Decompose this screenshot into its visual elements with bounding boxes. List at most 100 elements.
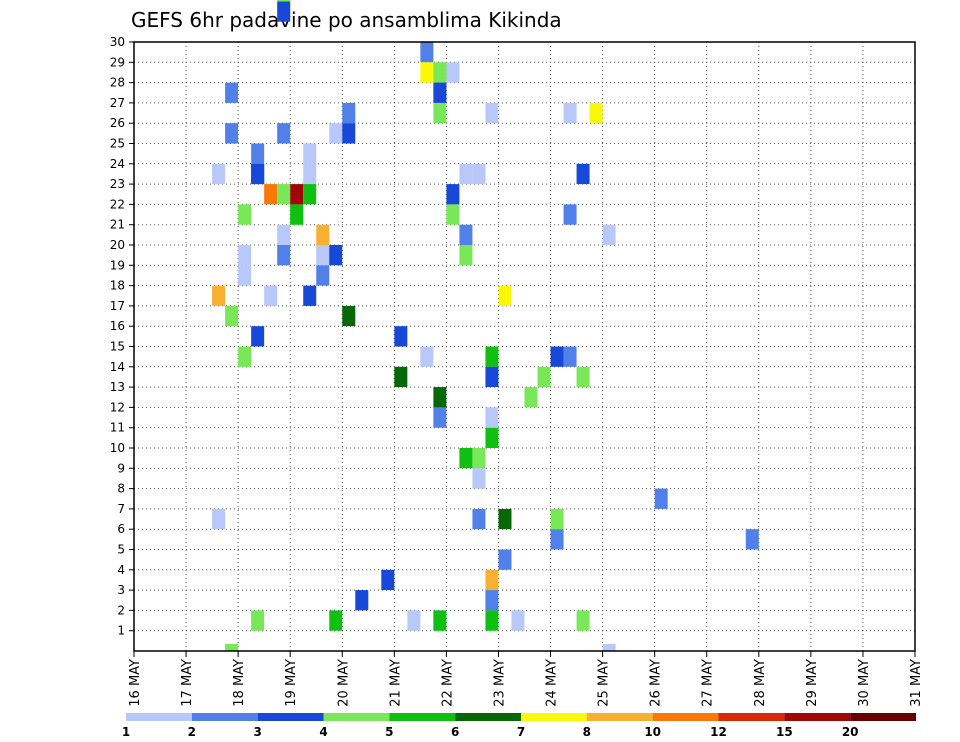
precip-cell: [576, 163, 590, 185]
x-tick-label: 26 MAY: [649, 659, 664, 707]
precip-cell: [251, 610, 265, 631]
colorbar-swatch: [389, 713, 456, 721]
colorbar-swatch: [191, 713, 258, 721]
precip-cell: [251, 163, 265, 185]
colorbar-label: 10: [644, 725, 661, 739]
colorbar-swatch: [652, 713, 719, 721]
precip-cell: [238, 204, 252, 225]
colorbar-label: 8: [583, 725, 591, 739]
y-tick-label: 2: [117, 603, 125, 617]
precip-cell: [459, 163, 473, 185]
y-tick-label: 15: [110, 340, 125, 354]
precip-cell: [238, 346, 252, 367]
y-tick-label: 22: [110, 197, 125, 211]
precip-cell: [485, 366, 499, 388]
y-tick-label: 4: [117, 563, 125, 577]
precip-cell: [277, 0, 291, 2]
precip-cell: [485, 427, 499, 448]
y-tick-label: 13: [110, 380, 125, 394]
precip-cell: [472, 448, 486, 469]
precip-cell: [264, 184, 278, 205]
x-tick-label: 23 MAY: [492, 659, 507, 707]
precip-cell: [433, 407, 447, 428]
y-tick-label: 24: [110, 157, 125, 171]
precip-cell: [303, 184, 317, 205]
precip-cell: [316, 224, 330, 245]
precip-cell: [420, 42, 434, 63]
precip-cell: [303, 285, 317, 306]
precip-cell: [420, 346, 434, 367]
precip-cell: [277, 123, 291, 144]
precip-cell: [212, 285, 226, 306]
colorbar-swatch: [718, 713, 785, 721]
colorbar-swatch: [586, 713, 653, 721]
precip-cell: [472, 508, 486, 530]
precip-cell: [446, 62, 460, 83]
precip-cell: [550, 529, 564, 550]
y-tick-label: 14: [110, 360, 125, 374]
precip-cell: [485, 590, 499, 611]
precip-cell: [225, 643, 239, 651]
y-tick-label: 17: [110, 299, 125, 313]
precip-cell: [654, 488, 668, 509]
x-axis: 16 MAY 17 MAY 18 MAY 19 MAY 20 MAY 21 MAY 22 M…: [128, 651, 924, 707]
colorbar: 1 2 3 4 5 6 7 8 10 12 15 20: [122, 713, 916, 739]
precip-cell: [498, 549, 512, 570]
precip-cell: [433, 610, 447, 631]
precip-cell: [472, 163, 486, 185]
precip-cell: [446, 184, 460, 205]
precip-cell: [329, 123, 343, 144]
precip-cell: [251, 326, 265, 347]
colorbar-label: 20: [842, 725, 859, 739]
y-tick-label: 5: [117, 543, 125, 557]
precip-cell: [290, 204, 304, 225]
colorbar-label: 12: [710, 725, 727, 739]
x-tick-label: 28 MAY: [753, 659, 768, 707]
y-tick-label: 1: [117, 624, 125, 638]
y-tick-label: 9: [117, 461, 125, 475]
precip-cell: [498, 508, 512, 530]
y-tick-label: 3: [117, 583, 125, 597]
chart-title: GEFS 6hr padavine po ansamblima Kikinda: [131, 8, 562, 32]
y-tick-label: 30: [110, 35, 125, 49]
y-tick-label: 28: [110, 76, 125, 90]
precip-cell: [264, 285, 278, 306]
precip-cell: [290, 184, 304, 205]
precip-cell: [745, 529, 759, 550]
x-tick-label: 25 MAY: [597, 659, 612, 707]
precip-cell: [433, 387, 447, 408]
precip-cell: [563, 204, 577, 225]
precip-cell: [485, 346, 499, 367]
precip-cell: [277, 1, 291, 22]
precip-cell: [316, 265, 330, 286]
x-tick-label: 24 MAY: [545, 659, 560, 707]
precip-cell: [394, 366, 408, 388]
precip-cell: [238, 245, 252, 266]
colorbar-swatch: [455, 713, 521, 721]
x-tick-label: 16 MAY: [128, 659, 143, 707]
precip-cell: [511, 610, 525, 631]
colorbar-label: 5: [385, 725, 393, 739]
precip-cell: [342, 123, 356, 144]
y-tick-label: 8: [117, 482, 125, 496]
precip-cell: [316, 245, 330, 266]
y-tick-label: 12: [110, 400, 125, 414]
data-cells: [212, 0, 759, 651]
y-axis: 1234567891011121314151617181920212223242…: [110, 35, 134, 638]
precip-cell: [459, 224, 473, 245]
colorbar-swatch: [784, 713, 851, 721]
x-tick-label: 30 MAY: [857, 659, 872, 707]
colorbar-label: 15: [776, 725, 793, 739]
colorbar-swatch: [521, 713, 587, 721]
precip-cell: [498, 285, 512, 306]
y-tick-label: 26: [110, 116, 125, 130]
precip-cell: [576, 610, 590, 631]
y-tick-label: 21: [110, 218, 125, 232]
precip-cell: [576, 366, 590, 388]
precip-cell: [381, 569, 395, 591]
colorbar-swatch: [850, 713, 916, 721]
precip-cell: [550, 346, 564, 367]
precip-cell: [485, 407, 499, 428]
colorbar-label: 7: [517, 725, 525, 739]
